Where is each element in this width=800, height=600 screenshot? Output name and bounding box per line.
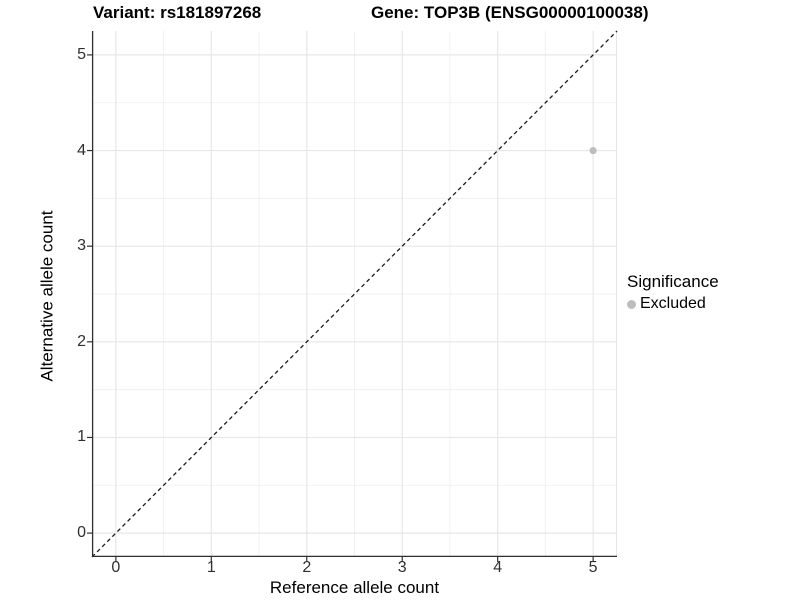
x-tick-label: 4 (493, 559, 503, 576)
legend-item-label: Excluded (640, 295, 706, 312)
x-tick-label: 1 (206, 559, 216, 576)
x-tick-label: 2 (302, 559, 312, 576)
plot-canvas (87, 30, 618, 562)
y-tick-label: 2 (77, 332, 86, 350)
x-tick-label: 5 (588, 559, 598, 576)
plot-panel (87, 30, 618, 562)
y-tick-label: 3 (77, 237, 86, 255)
identity-dashed-line (91, 30, 618, 558)
data-point (589, 146, 597, 155)
legend: Significance Excluded (627, 272, 719, 313)
x-axis-title: Reference allele count (269, 578, 440, 597)
x-tick-label: 0 (111, 559, 121, 576)
y-tick-label: 1 (77, 428, 86, 446)
y-tick-label: 0 (77, 524, 86, 542)
y-tick-label: 5 (77, 45, 86, 63)
plot-title-variant: Variant: rs181897268 (93, 3, 262, 22)
y-tick-label: 4 (77, 141, 86, 159)
plot-title-gene: Gene: TOP3B (ENSG00000100038) (371, 3, 649, 22)
legend-title: Significance (627, 272, 719, 291)
y-axis-title: Alternative allele count (37, 210, 57, 382)
x-tick-label: 3 (397, 559, 407, 576)
legend-point-icon (627, 299, 636, 309)
legend-item-excluded: Excluded (627, 295, 719, 313)
